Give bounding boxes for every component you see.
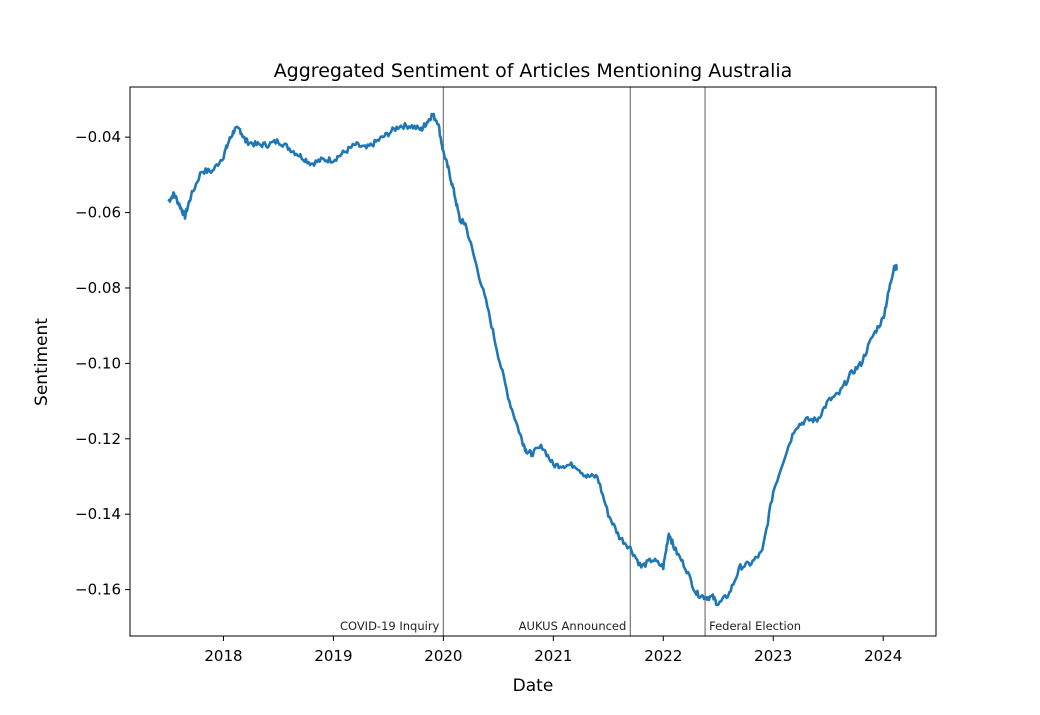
chart-title: Aggregated Sentiment of Articles Mention… [274,60,793,82]
x-tick-label: 2018 [204,647,242,665]
event-label: AUKUS Announced [519,619,627,633]
x-tick-label: 2023 [754,647,792,665]
x-tick-label: 2020 [424,647,462,665]
event-label: COVID-19 Inquiry [340,619,440,633]
annotation-layer: COVID-19 Inquiry AUKUS Announced Federal E… [340,87,801,636]
x-tick-label: 2024 [864,647,902,665]
x-tick-label: 2019 [314,647,352,665]
y-axis: −0.04 −0.06 −0.08 −0.10 −0.12 −0.14 −0.16 [75,128,130,599]
series-line [167,112,899,607]
y-tick-label: −0.14 [75,505,121,523]
x-tick-label: 2021 [534,647,572,665]
y-tick-label: −0.06 [75,204,121,222]
y-tick-label: −0.08 [75,279,121,297]
plot-frame [129,86,937,637]
y-tick-label: −0.04 [75,128,121,146]
y-tick-label: −0.16 [75,581,121,599]
x-tick-label: 2022 [644,647,682,665]
y-tick-label: −0.10 [75,354,121,372]
x-axis: 2018 2019 2020 2021 2022 2023 2024 [204,636,902,665]
x-axis-label: Date [513,676,554,696]
y-axis-label: Sentiment [32,318,52,406]
y-tick-label: −0.12 [75,430,121,448]
event-label: Federal Election [709,619,801,633]
